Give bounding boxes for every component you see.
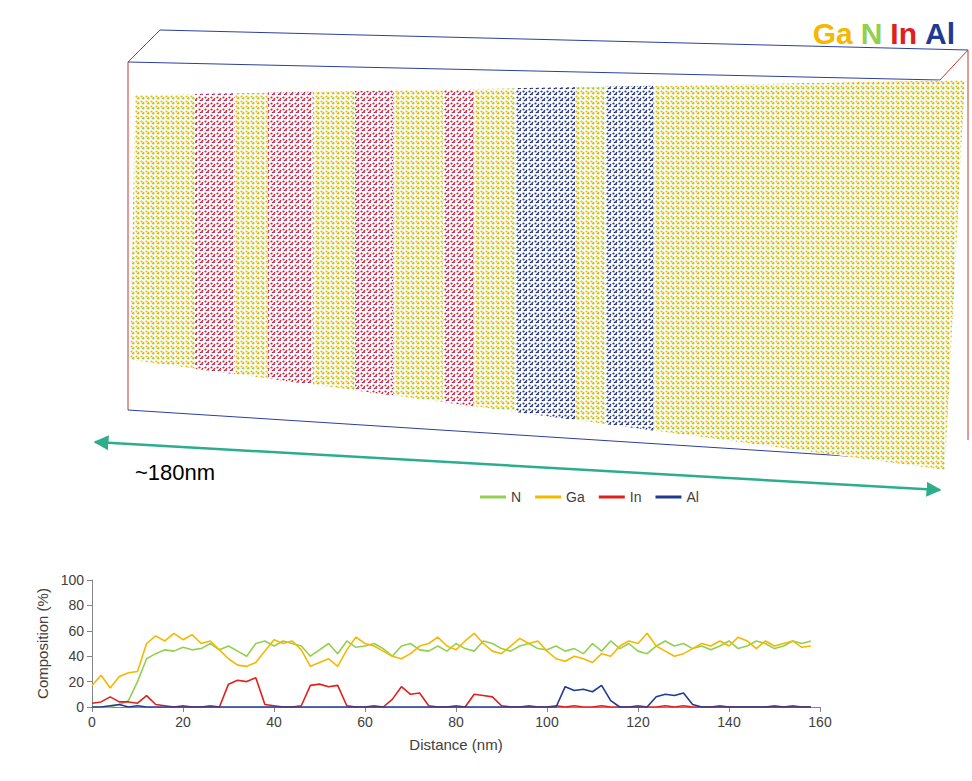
- svg-text:0: 0: [76, 699, 84, 715]
- svg-text:60: 60: [68, 623, 84, 639]
- svg-text:0: 0: [88, 714, 96, 730]
- svg-text:Ga: Ga: [566, 489, 585, 505]
- svg-text:~180nm: ~180nm: [135, 460, 215, 485]
- svg-text:60: 60: [357, 714, 373, 730]
- svg-text:80: 80: [68, 597, 84, 613]
- svg-text:160: 160: [808, 714, 832, 730]
- svg-text:Al: Al: [686, 489, 698, 505]
- svg-text:100: 100: [61, 572, 85, 588]
- svg-text:Distance (nm): Distance (nm): [409, 736, 502, 753]
- svg-text:140: 140: [717, 714, 741, 730]
- svg-text:Composition (%): Composition (%): [34, 588, 51, 699]
- svg-text:120: 120: [626, 714, 650, 730]
- svg-text:80: 80: [448, 714, 464, 730]
- svg-text:100: 100: [535, 714, 559, 730]
- svg-text:20: 20: [175, 714, 191, 730]
- svg-text:40: 40: [266, 714, 282, 730]
- svg-text:GaNInAl: GaNInAl: [813, 17, 955, 50]
- svg-text:40: 40: [68, 648, 84, 664]
- svg-text:N: N: [511, 489, 521, 505]
- svg-text:20: 20: [68, 674, 84, 690]
- svg-text:In: In: [630, 489, 642, 505]
